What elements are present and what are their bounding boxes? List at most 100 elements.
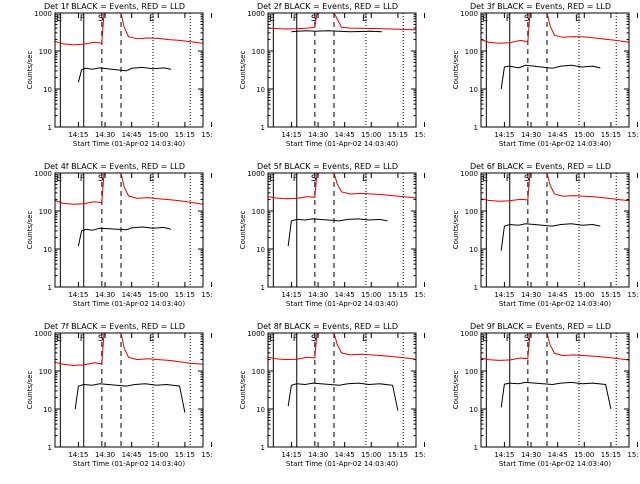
x-axis-label: Start Time (01-Apr-02 14:03:40) (73, 300, 185, 308)
panel-title: Det 6f BLACK = Events, RED = LLD (470, 162, 611, 171)
x-tick-label: 15:15 (601, 131, 621, 139)
marker-letter: S (311, 14, 317, 24)
y-tick-label: 10 (256, 86, 265, 94)
lld-series-line (481, 333, 629, 361)
y-tick-label: 10 (43, 86, 52, 94)
y-tick-label: 1000 (34, 170, 52, 178)
y-axis-label: Counts/sec (26, 371, 34, 410)
plot-frame (54, 172, 204, 288)
x-tick-label: 14:15 (68, 131, 88, 139)
detector-panel: Det 7f BLACK = Events, RED = LLD E F S E 1 10 1… (0, 320, 222, 480)
marker-letter: F (293, 14, 298, 24)
x-axis-label: Start Time (01-Apr-02 14:03:40) (499, 140, 611, 148)
x-tick-label: 14:45 (335, 131, 355, 139)
y-tick-label: 100 (252, 48, 265, 56)
x-tick-label: 14:30 (95, 291, 115, 299)
x-tick-label: 14:15 (494, 131, 514, 139)
x-tick-label: 15:00 (148, 291, 168, 299)
y-tick-label: 100 (39, 48, 52, 56)
x-tick-label: 15:30 (201, 291, 213, 299)
x-tick-label: 15:30 (414, 131, 426, 139)
x-tick-label: 15:00 (361, 451, 381, 459)
lld-series-line (268, 333, 416, 361)
y-axis-label: Counts/sec (239, 51, 247, 90)
x-tick-label: 14:45 (548, 291, 568, 299)
lld-series-line (481, 173, 629, 202)
x-tick-label: 15:00 (361, 291, 381, 299)
marker-letter: E (149, 14, 155, 24)
x-tick-label: 14:15 (494, 291, 514, 299)
x-tick-label: 15:30 (201, 131, 213, 139)
x-tick-label: 15:15 (388, 451, 408, 459)
marker-letter: E (269, 334, 275, 344)
marker-letter: E (482, 14, 488, 24)
detector-panel: Det 1f BLACK = Events, RED = LLD E F S E 1 10 1… (0, 0, 222, 160)
x-axis-label: Start Time (01-Apr-02 14:03:40) (73, 140, 185, 148)
events-series-line (77, 66, 172, 83)
y-tick-label: 1 (474, 444, 478, 452)
plot-frame (480, 332, 630, 448)
lld-series-line (268, 13, 416, 31)
y-tick-label: 1 (261, 124, 265, 132)
marker-letter: E (56, 174, 62, 184)
x-tick-label: 14:30 (521, 451, 541, 459)
marker-letter: F (506, 14, 511, 24)
panel-chart: Det 4f BLACK = Events, RED = LLD E F S E 1 10 1… (26, 162, 222, 308)
x-tick-label: 14:45 (122, 291, 142, 299)
x-axis-label: Start Time (01-Apr-02 14:03:40) (73, 460, 185, 468)
x-tick-label: 15:15 (175, 291, 195, 299)
y-axis-label: Counts/sec (452, 51, 460, 90)
x-tick-label: 14:45 (335, 451, 355, 459)
detector-panel: Det 4f BLACK = Events, RED = LLD E F S E 1 10 1… (0, 160, 222, 320)
x-tick-label: 15:00 (574, 291, 594, 299)
panel-chart: Det 7f BLACK = Events, RED = LLD E F S E 1 10 1… (26, 322, 222, 468)
lld-series-line (55, 13, 203, 46)
panel-chart: Det 1f BLACK = Events, RED = LLD E F S E 1 10 1… (26, 2, 222, 148)
marker-letter: E (362, 334, 368, 344)
plot-frame (54, 12, 204, 128)
y-axis-label: Counts/sec (239, 211, 247, 250)
y-tick-label: 1000 (34, 330, 52, 338)
y-tick-label: 1 (474, 284, 478, 292)
panel-title: Det 4f BLACK = Events, RED = LLD (44, 162, 185, 171)
plot-frame (480, 12, 630, 128)
x-tick-label: 15:00 (574, 131, 594, 139)
marker-letter: E (362, 14, 368, 24)
y-tick-label: 1000 (460, 330, 478, 338)
events-series-line (77, 226, 172, 247)
x-axis-label: Start Time (01-Apr-02 14:03:40) (286, 300, 398, 308)
y-tick-label: 1000 (34, 10, 52, 18)
x-axis-label: Start Time (01-Apr-02 14:03:40) (499, 460, 611, 468)
events-series-line (500, 223, 601, 251)
y-tick-label: 100 (465, 208, 478, 216)
x-tick-label: 14:15 (68, 291, 88, 299)
marker-letter: S (524, 14, 530, 24)
marker-letter: F (293, 174, 298, 184)
events-series-line (287, 218, 388, 247)
y-tick-label: 100 (252, 208, 265, 216)
x-tick-label: 15:15 (388, 131, 408, 139)
events-series-line (500, 381, 612, 410)
marker-letter: E (269, 14, 275, 24)
y-axis-label: Counts/sec (452, 371, 460, 410)
panel-chart: Det 8f BLACK = Events, RED = LLD E F S E 1 10 1… (239, 322, 435, 468)
plot-frame (267, 332, 417, 448)
y-tick-label: 10 (469, 246, 478, 254)
marker-letter: F (506, 174, 511, 184)
x-axis-label: Start Time (01-Apr-02 14:03:40) (499, 300, 611, 308)
x-tick-label: 15:00 (361, 131, 381, 139)
panel-title: Det 8f BLACK = Events, RED = LLD (257, 322, 398, 331)
y-tick-label: 1000 (460, 10, 478, 18)
y-tick-label: 1000 (247, 330, 265, 338)
x-tick-label: 14:45 (122, 131, 142, 139)
y-tick-label: 10 (43, 246, 52, 254)
marker-letter: F (80, 334, 85, 344)
marker-letter: S (311, 334, 317, 344)
marker-letter: F (506, 334, 511, 344)
marker-letter: S (98, 14, 104, 24)
x-axis-label: Start Time (01-Apr-02 14:03:40) (286, 460, 398, 468)
x-tick-label: 14:15 (68, 451, 88, 459)
x-tick-label: 15:30 (414, 451, 426, 459)
x-tick-label: 14:15 (281, 291, 301, 299)
x-tick-label: 14:30 (95, 451, 115, 459)
